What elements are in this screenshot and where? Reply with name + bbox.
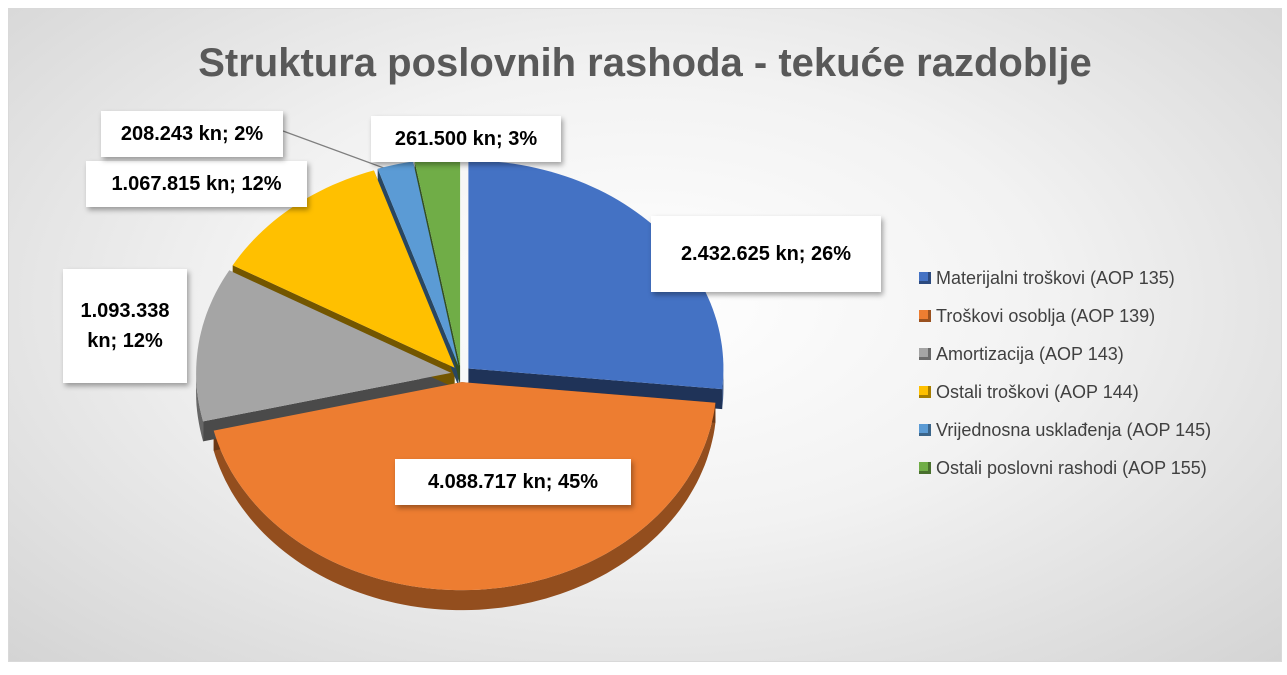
data-label: 208.243 kn; 2% [101,111,283,157]
chart-title: Struktura poslovnih rashoda - tekuće raz… [198,41,1092,85]
data-label: 261.500 kn; 3% [371,116,561,162]
legend-label: Troškovi osoblja (AOP 139) [936,305,1156,326]
pie-plot [196,130,724,611]
data-label: 1.093.338 kn; 12% [63,269,187,383]
chart: Struktura poslovnih rashoda - tekuće raz… [8,8,1282,662]
legend-label: Ostali troškovi (AOP 144) [936,381,1139,402]
legend-label: Ostali poslovni rashodi (AOP 155) [936,457,1207,478]
slice [232,170,455,368]
legend-item: Amortizacija (AOP 143) [919,335,1211,373]
legend-swatch [919,386,931,398]
data-label: 1.067.815 kn; 12% [86,161,307,207]
legend-swatch [919,424,931,436]
legend-item: Vrijednosna usklađenja (AOP 145) [919,411,1211,449]
legend-item: Troškovi osoblja (AOP 139) [919,297,1211,335]
slice [468,160,724,390]
slice-side [196,372,204,442]
legend-label: Materijalni troškovi (AOP 135) [936,267,1175,288]
legend-item: Ostali troškovi (AOP 144) [919,373,1211,411]
slice [196,270,452,422]
legend: Materijalni troškovi (AOP 135) Troškovi o… [919,259,1211,487]
legend-swatch [919,310,931,322]
data-label: 2.432.625 kn; 26% [651,216,881,292]
legend-label: Vrijednosna usklađenja (AOP 145) [936,419,1212,440]
legend-swatch [919,272,931,284]
slice [414,157,461,366]
data-label: 4.088.717 kn; 45% [395,459,631,505]
legend-item: Materijalni troškovi (AOP 135) [919,259,1211,297]
legend-swatch [919,462,931,474]
slice-side [722,368,724,410]
slice [377,161,459,367]
legend-item: Ostali poslovni rashodi (AOP 155) [919,449,1211,487]
legend-label: Amortizacija (AOP 143) [936,343,1124,364]
legend-swatch [919,348,931,360]
